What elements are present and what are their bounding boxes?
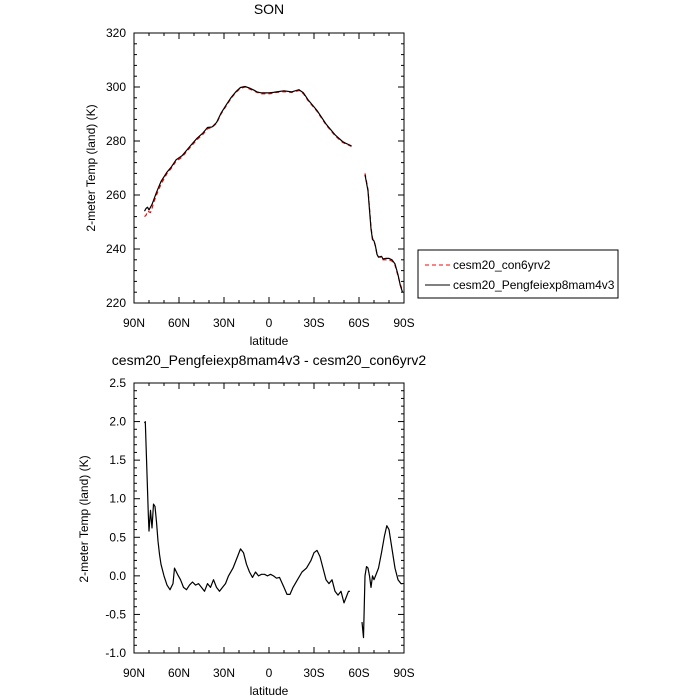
bottom-x-tick-label: 60N <box>168 666 190 680</box>
top-plot-area: 90N 60N 30N 0 30S 60S 90S 220 240 260 280 300 320 <box>106 26 415 330</box>
top-x-axis-label: latitude <box>250 334 289 348</box>
bottom-y-tick-label: 2.0 <box>109 415 126 429</box>
bottom-y-tick-label: 1.5 <box>109 453 126 467</box>
bottom-x-tick-label: 60S <box>348 666 369 680</box>
top-series-0-segment-0 <box>144 86 352 218</box>
bottom-series-0-segment-1 <box>361 525 403 639</box>
top-y-axis-label: 2-meter Temp (land) (K) <box>84 104 98 231</box>
top-x-tick-label: 90N <box>123 316 145 330</box>
bottom-y-tick-label: 0.5 <box>109 530 126 544</box>
top-panel: SON 90N 60N 30N 0 30S 60S 90S 220 240 260 280 300 32… <box>84 1 619 348</box>
top-x-tick-label: 0 <box>266 316 273 330</box>
top-x-tick-label: 60S <box>348 316 369 330</box>
top-y-tick-label: 220 <box>106 296 126 310</box>
legend-entry-control: cesm20_con6yrv2 <box>453 258 551 272</box>
bottom-panel: cesm20_Pengfeiexp8mam4v3 - cesm20_con6yr… <box>77 352 426 698</box>
bottom-y-tick-label: -0.5 <box>105 607 126 621</box>
bottom-plot-frame <box>133 382 405 654</box>
bottom-x-axis-label: latitude <box>250 684 289 698</box>
top-x-tick-label: 30N <box>213 316 235 330</box>
bottom-x-tick-label: 30N <box>213 666 235 680</box>
bottom-x-tick-label: 0 <box>266 666 273 680</box>
top-series-1-segment-0 <box>143 85 352 212</box>
top-y-tick-label: 300 <box>106 80 126 94</box>
top-x-tick-label: 90S <box>393 316 414 330</box>
top-y-tick-label: 280 <box>106 134 126 148</box>
bottom-plot-area: 90N 60N 30N 0 30S 60S 90S -1.0 -0.5 0.0 0.5 1.0 1.5 2… <box>105 376 414 680</box>
top-y-tick-label: 320 <box>106 26 126 40</box>
bottom-y-tick-label: 1.0 <box>109 492 126 506</box>
top-x-tick-label: 60N <box>168 316 190 330</box>
top-y-tick-label: 240 <box>106 242 126 256</box>
bottom-title: cesm20_Pengfeiexp8mam4v3 - cesm20_con6yr… <box>112 352 427 368</box>
bottom-x-tick-label: 90S <box>393 666 414 680</box>
bottom-y-tick-label: 0.0 <box>109 569 126 583</box>
top-x-tick-label: 30S <box>303 316 324 330</box>
bottom-series-0-segment-0 <box>143 421 350 604</box>
bottom-x-tick-label: 90N <box>123 666 145 680</box>
legend-box <box>417 249 619 299</box>
top-y-tick-label: 260 <box>106 188 126 202</box>
top-title: SON <box>254 1 284 17</box>
top-plot-frame <box>133 32 405 304</box>
bottom-y-tick-label: 2.5 <box>109 376 126 390</box>
bottom-y-axis-label: 2-meter Temp (land) (K) <box>77 455 91 582</box>
bottom-y-tick-label: -1.0 <box>105 646 126 660</box>
legend: cesm20_con6yrv2 cesm20_Pengfeiexp8mam4v3 <box>417 249 619 299</box>
legend-entry-experiment: cesm20_Pengfeiexp8mam4v3 <box>453 278 615 292</box>
bottom-x-tick-label: 30S <box>303 666 324 680</box>
top-series-1-segment-1 <box>364 174 404 293</box>
